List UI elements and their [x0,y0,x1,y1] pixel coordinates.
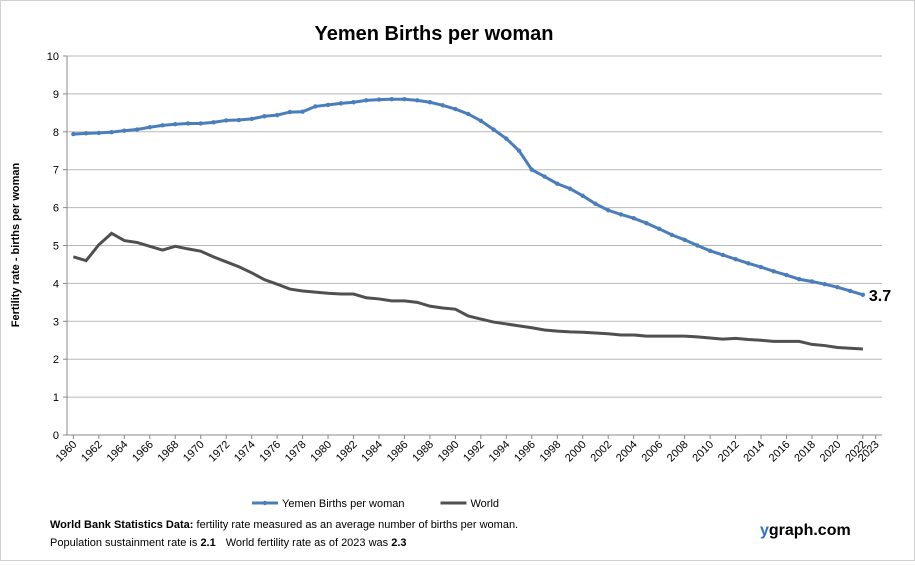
point [440,103,445,108]
y-tick-label: 2 [53,354,59,366]
point [364,98,369,103]
point [351,100,356,105]
point [504,136,509,141]
point [618,212,624,217]
point [96,130,102,136]
brand-rest: graph.com [769,522,851,539]
y-tick-label: 7 [53,165,59,177]
point [656,226,662,232]
point [784,272,789,278]
point [542,174,547,179]
y-tick-label: 8 [53,127,59,139]
chart-title: Yemen Births per woman [315,23,554,45]
point [491,127,496,132]
legend-label: World [471,498,500,510]
series-line [72,231,863,351]
note-value: 2.3 [391,537,406,549]
point [835,284,840,290]
point [746,261,751,266]
legend-item: World [440,498,500,510]
brand: ygraph.com [760,522,851,539]
point [274,112,280,118]
point [644,220,649,226]
point [669,232,675,238]
end-value-label: 3.7 [869,288,891,305]
point [771,269,776,274]
y-tick-label: 0 [53,430,59,442]
y-tick-label: 4 [53,278,59,290]
point [211,120,216,125]
y-tick-label: 1 [53,392,59,404]
point [402,97,407,102]
point [580,193,585,199]
note-source-label: World Bank Statistics Data: [50,519,193,531]
point [134,127,140,132]
y-tick-label: 9 [53,89,59,101]
y-tick-label: 3 [53,316,59,328]
y-tick-label: 10 [47,51,59,63]
point [822,281,827,287]
point [567,186,573,191]
point [720,252,726,258]
point [185,121,191,126]
point [249,116,254,122]
point [160,123,165,128]
y-tick-label: 6 [53,203,59,215]
note-value: 2.1 [200,537,215,549]
point [262,114,267,119]
point [860,292,866,297]
point [223,118,229,123]
point [809,279,815,284]
point [414,98,420,103]
point [847,288,853,294]
point [631,216,636,221]
point [122,128,127,133]
point [516,148,522,153]
point [529,167,535,172]
point [695,243,700,248]
note-line-1: World Bank Statistics Data: fertility ra… [50,519,518,531]
note-source-text: fertility rate measured as an average nu… [197,519,519,531]
point [465,111,471,117]
point [198,121,203,126]
point [71,131,76,137]
point [338,101,343,106]
point [606,208,611,213]
note-text: World fertility rate as of 2023 was [226,537,389,549]
point [300,109,305,114]
brand-y: y [760,522,769,539]
point [389,97,394,102]
point [173,122,178,127]
point [83,131,89,136]
legend-label: Yemen Births per woman [282,498,405,510]
point [376,97,382,102]
point [109,129,114,135]
point [313,104,318,109]
point [325,102,331,108]
note-text: Population sustainment rate is [50,537,198,549]
legend-item: Yemen Births per woman [252,498,405,510]
y-tick-label: 5 [53,241,59,253]
point [453,106,458,112]
point [287,109,293,115]
y-axis-label: Fertility rate - births per woman [10,163,22,328]
point [427,100,433,105]
point [758,264,764,270]
point [236,117,242,123]
legend-marker [262,500,268,506]
note-line-2: Population sustainment rate is 2.1 World … [50,537,407,549]
point [797,277,802,282]
point [682,237,687,243]
point [707,248,713,254]
point [478,118,484,124]
point [593,201,598,207]
point [555,181,560,186]
point [733,256,738,262]
point [147,125,152,130]
